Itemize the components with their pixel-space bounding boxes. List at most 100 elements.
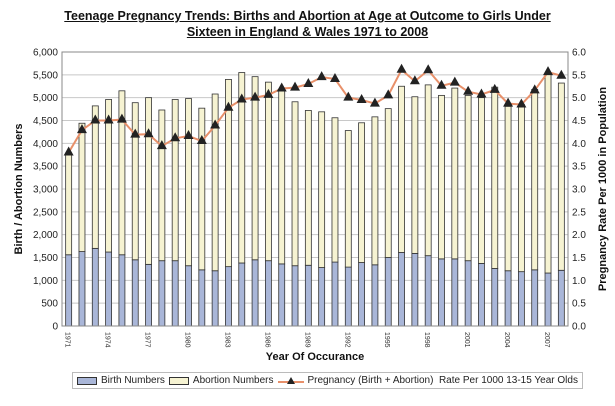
bar-abortion [464,94,472,262]
chart-title-line1: Teenage Pregnancy Trends: Births and Abo… [64,9,551,23]
rate-marker [476,88,487,98]
rate-marker [76,124,87,134]
rate-marker [409,75,420,85]
bar-birth [91,247,99,327]
y-tick-label: 5,500 [33,70,58,81]
bar-abortion [225,79,232,268]
rate-line [67,68,562,153]
bar-birth [291,265,299,327]
legend-swatch-rate [277,376,304,384]
y-axis-label: Birth / Abortion Numbers [13,124,25,255]
rate-marker [423,64,434,74]
y-tick-label: 500 [41,299,58,310]
legend-label-rate: Pregnancy (Birth + Abortion) Rate Per 10… [307,375,578,386]
bar-birth [264,260,272,327]
rate-marker [103,114,114,124]
bar-abortion [198,107,206,271]
rate-marker [143,128,154,138]
bar-birth [185,265,192,327]
bar-birth [358,262,366,327]
rate-marker [463,85,474,95]
bar-abortion [145,97,152,265]
x-tick-label: 1971 [64,332,71,348]
bar-abortion [531,89,539,271]
y2-tick-label: 4.5 [572,116,586,127]
bar-abortion [118,90,126,256]
rate-marker [343,91,354,101]
bar-abortion [65,154,73,256]
bar-birth [531,269,539,327]
bar-abortion [91,105,99,249]
bar-birth [105,251,113,327]
bar-birth [557,269,565,327]
y2-tick-label: 0.0 [572,322,586,333]
rate-marker [556,69,567,79]
bar-abortion [131,102,139,261]
bar-birth [78,251,86,327]
bar-birth [318,267,326,327]
legend-label-abortion: Abortion Numbers [192,375,274,386]
rate-marker [63,146,74,156]
legend: Birth Numbers Abortion Numbers Pregnancy… [72,372,583,389]
bar-birth [504,270,512,327]
bar-abortion [451,87,459,260]
bar-birth [198,269,206,327]
y-tick-label: 5,000 [33,93,58,104]
bar-birth [371,264,379,327]
bar-abortion [331,117,339,263]
bar-birth [517,271,525,327]
bar-birth [225,266,232,327]
y2-tick-label: 3.5 [572,162,586,173]
bar-abortion [398,85,405,253]
y2-tick-label: 1.5 [572,253,586,264]
bar-birth [158,260,166,327]
bar-birth [211,270,219,327]
bar-abortion [424,84,432,257]
y-tick-label: 0 [52,322,58,333]
bar-abortion [171,99,179,262]
y2-tick-label: 2.5 [572,207,586,218]
bar-birth [424,255,432,327]
rate-marker [250,91,261,101]
rate-marker [156,140,167,150]
rate-marker [276,82,287,92]
legend-swatch-abortion [168,376,189,385]
bar-birth [451,258,459,327]
rate-marker [436,79,447,89]
x-tick-label: 1995 [383,332,390,348]
rate-marker [183,130,194,140]
rate-marker [170,132,181,142]
bar-birth [145,263,152,327]
rate-marker [290,81,301,91]
rate-marker [489,83,500,93]
bar-abortion [557,82,565,271]
y2-tick-label: 2.0 [572,230,586,241]
bar-birth [491,268,499,327]
y2-tick-label: 1.0 [572,276,586,287]
bar-abortion [318,111,326,268]
bar-birth [278,263,286,327]
rate-marker [503,97,514,107]
bar-abortion [438,94,445,260]
rate-marker [516,98,527,108]
bar-abortion [238,72,246,264]
rate-marker [210,119,221,129]
rate-marker [236,93,247,103]
bar-abortion [491,86,499,269]
bar-birth [251,259,259,327]
bar-birth [464,260,472,327]
bar-abortion [158,109,166,262]
chart-title-line2: Sixteen in England & Wales 1971 to 2008 [186,25,429,39]
bar-abortion [504,105,512,272]
rate-marker [543,66,554,76]
y-tick-label: 3,000 [33,185,58,196]
rate-marker [356,93,367,103]
legend-label-birth: Birth Numbers [101,375,165,386]
bar-birth [331,261,339,327]
bar-birth [398,252,405,327]
bar-birth [344,266,352,327]
y2-tick-label: 5.5 [572,70,586,81]
y-tick-label: 1,000 [33,276,58,287]
bar-abortion [384,108,392,258]
